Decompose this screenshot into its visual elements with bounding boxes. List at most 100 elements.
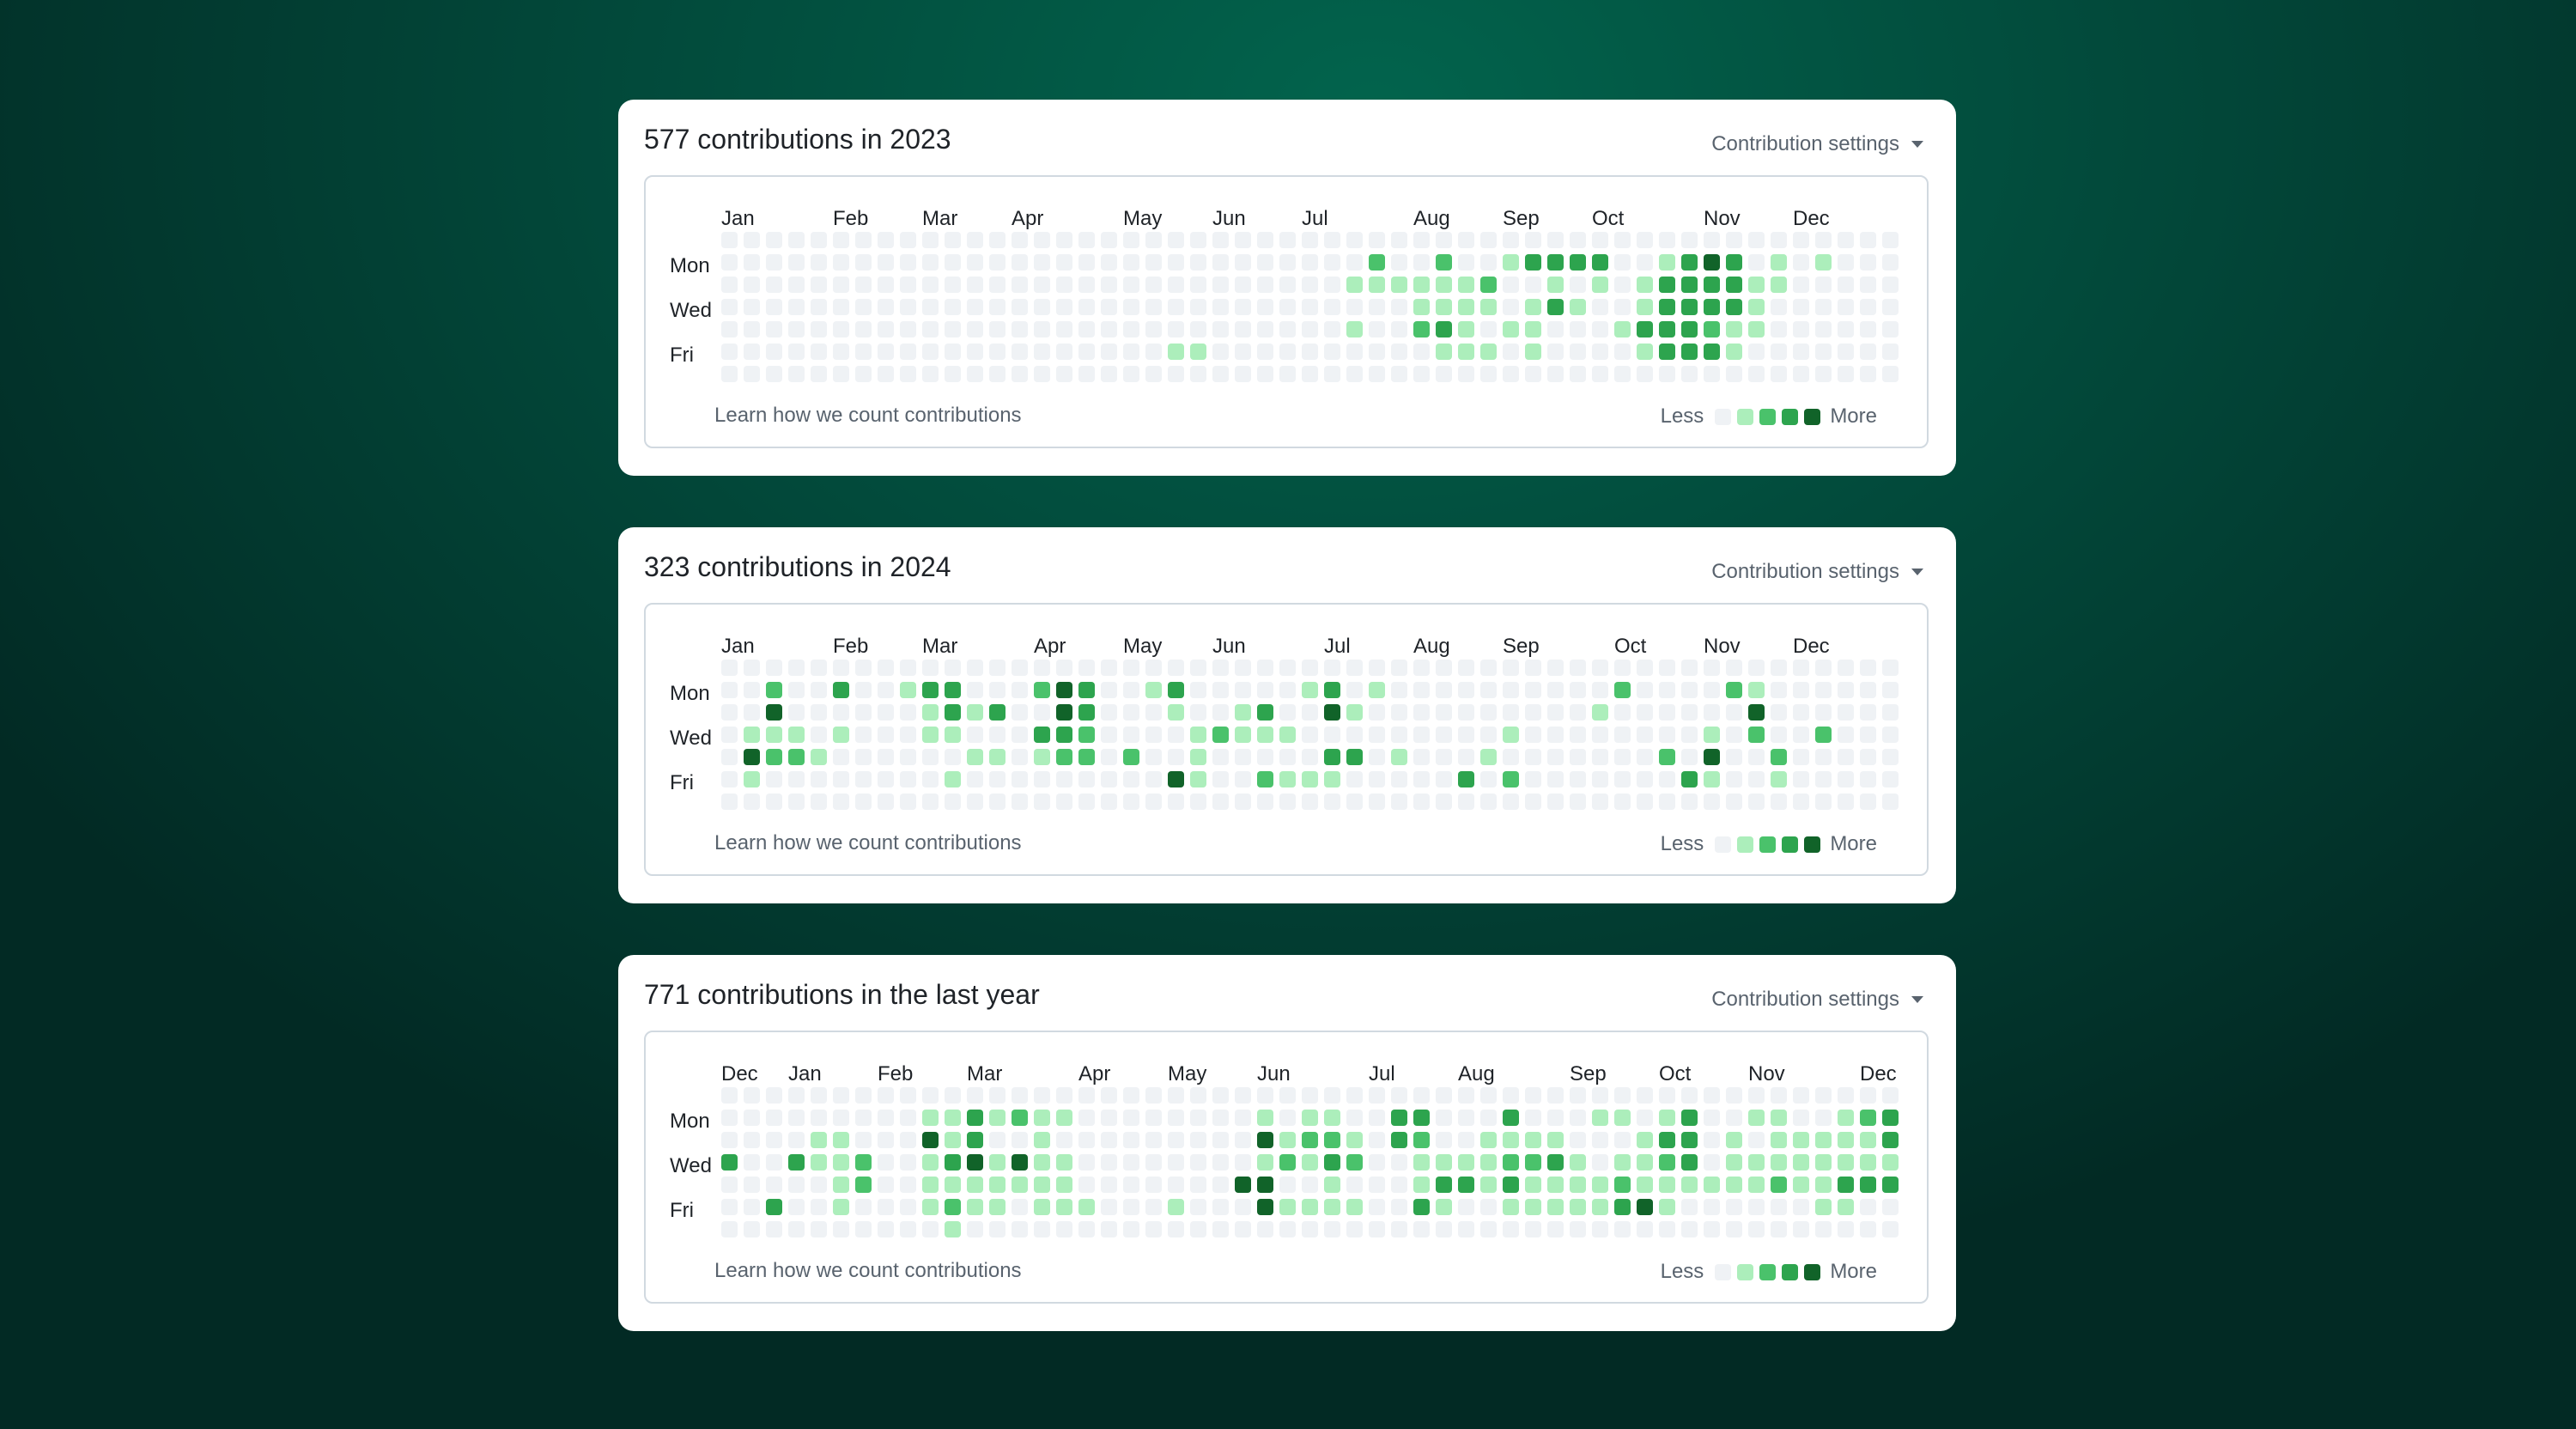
contribution-cell[interactable] <box>788 660 805 676</box>
contribution-cell[interactable] <box>1592 727 1608 743</box>
contribution-cell[interactable] <box>1212 1087 1229 1104</box>
contribution-cell[interactable] <box>1592 1177 1608 1193</box>
contribution-cell[interactable] <box>1480 727 1497 743</box>
contribution-cell[interactable] <box>1436 254 1452 271</box>
contribution-cell[interactable] <box>1346 1110 1363 1126</box>
contribution-cell[interactable] <box>1369 254 1385 271</box>
contribution-cell[interactable] <box>1525 232 1541 248</box>
contribution-cell[interactable] <box>1882 771 1899 787</box>
contribution-cell[interactable] <box>1570 794 1586 810</box>
contribution-cell[interactable] <box>1101 232 1117 248</box>
contribution-cell[interactable] <box>788 344 805 360</box>
contribution-cell[interactable] <box>833 366 849 382</box>
contribution-cell[interactable] <box>811 1132 827 1148</box>
contribution-cell[interactable] <box>1882 794 1899 810</box>
contribution-cell[interactable] <box>1570 366 1586 382</box>
contribution-cell[interactable] <box>744 232 760 248</box>
contribution-cell[interactable] <box>967 344 983 360</box>
contribution-cell[interactable] <box>1391 232 1407 248</box>
contribution-cell[interactable] <box>1637 1087 1653 1104</box>
contribution-cell[interactable] <box>1503 299 1519 315</box>
contribution-cell[interactable] <box>1748 344 1765 360</box>
contribution-cell[interactable] <box>1614 277 1631 293</box>
contribution-cell[interactable] <box>1190 682 1206 698</box>
contribution-cell[interactable] <box>922 366 939 382</box>
contribution-cell[interactable] <box>1078 344 1095 360</box>
contribution-cell[interactable] <box>1413 321 1430 337</box>
contribution-cell[interactable] <box>1235 1221 1251 1237</box>
contribution-cell[interactable] <box>766 682 782 698</box>
contribution-cell[interactable] <box>1257 1177 1273 1193</box>
contribution-cell[interactable] <box>1637 232 1653 248</box>
contribution-cell[interactable] <box>1302 1087 1318 1104</box>
contribution-cell[interactable] <box>1123 344 1139 360</box>
contribution-cell[interactable] <box>1302 771 1318 787</box>
contribution-cell[interactable] <box>788 1110 805 1126</box>
contribution-cell[interactable] <box>1190 1177 1206 1193</box>
contribution-cell[interactable] <box>1279 660 1296 676</box>
contribution-cell[interactable] <box>1391 704 1407 721</box>
contribution-cell[interactable] <box>1279 682 1296 698</box>
contribution-cell[interactable] <box>900 1221 916 1237</box>
contribution-cell[interactable] <box>1726 232 1742 248</box>
contribution-cell[interactable] <box>721 1221 738 1237</box>
contribution-cell[interactable] <box>1860 1154 1876 1171</box>
contribution-cell[interactable] <box>1882 749 1899 765</box>
contribution-cell[interactable] <box>1302 704 1318 721</box>
contribution-cell[interactable] <box>1391 1154 1407 1171</box>
contribution-cell[interactable] <box>1056 749 1072 765</box>
contribution-cell[interactable] <box>1257 771 1273 787</box>
contribution-cell[interactable] <box>855 1087 872 1104</box>
contribution-cell[interactable] <box>1168 254 1184 271</box>
contribution-cell[interactable] <box>1592 660 1608 676</box>
contribution-cell[interactable] <box>1570 1087 1586 1104</box>
contribution-cell[interactable] <box>1168 1087 1184 1104</box>
contribution-cell[interactable] <box>1212 299 1229 315</box>
contribution-cell[interactable] <box>1704 1154 1720 1171</box>
contribution-cell[interactable] <box>1324 660 1340 676</box>
contribution-cell[interactable] <box>1503 277 1519 293</box>
contribution-cell[interactable] <box>1771 794 1787 810</box>
contribution-cell[interactable] <box>1793 771 1809 787</box>
contribution-cell[interactable] <box>1235 771 1251 787</box>
contribution-cell[interactable] <box>1302 1132 1318 1148</box>
contribution-cell[interactable] <box>1413 299 1430 315</box>
contribution-cell[interactable] <box>1369 1154 1385 1171</box>
contribution-cell[interactable] <box>1369 727 1385 743</box>
contribution-cell[interactable] <box>1145 344 1162 360</box>
contribution-cell[interactable] <box>1078 299 1095 315</box>
contribution-cell[interactable] <box>1570 660 1586 676</box>
contribution-cell[interactable] <box>721 794 738 810</box>
contribution-cell[interactable] <box>1078 682 1095 698</box>
contribution-cell[interactable] <box>1637 727 1653 743</box>
contribution-cell[interactable] <box>1302 366 1318 382</box>
contribution-cell[interactable] <box>945 660 961 676</box>
contribution-cell[interactable] <box>1078 749 1095 765</box>
contribution-cell[interactable] <box>1570 1221 1586 1237</box>
contribution-cell[interactable] <box>766 1221 782 1237</box>
contribution-cell[interactable] <box>1078 771 1095 787</box>
contribution-cell[interactable] <box>1168 321 1184 337</box>
contribution-cell[interactable] <box>1145 1110 1162 1126</box>
contribution-cell[interactable] <box>1346 1132 1363 1148</box>
contribution-cell[interactable] <box>1413 1177 1430 1193</box>
contribution-cell[interactable] <box>1458 277 1474 293</box>
contribution-cell[interactable] <box>855 277 872 293</box>
contribution-cell[interactable] <box>1436 660 1452 676</box>
contribution-cell[interactable] <box>1324 1087 1340 1104</box>
contribution-cell[interactable] <box>788 1132 805 1148</box>
contribution-cell[interactable] <box>1034 366 1050 382</box>
contribution-cell[interactable] <box>967 1177 983 1193</box>
contribution-cell[interactable] <box>1815 366 1832 382</box>
contribution-cell[interactable] <box>1235 794 1251 810</box>
learn-contributions-link[interactable]: Learn how we count contributions <box>714 831 1022 854</box>
contribution-cell[interactable] <box>1704 232 1720 248</box>
contribution-cell[interactable] <box>1771 1221 1787 1237</box>
contribution-cell[interactable] <box>1614 749 1631 765</box>
contribution-cell[interactable] <box>1637 277 1653 293</box>
contribution-cell[interactable] <box>1726 1199 1742 1215</box>
contribution-cell[interactable] <box>1190 771 1206 787</box>
contribution-cell[interactable] <box>1212 749 1229 765</box>
contribution-cell[interactable] <box>1235 1087 1251 1104</box>
contribution-cell[interactable] <box>1704 1132 1720 1148</box>
